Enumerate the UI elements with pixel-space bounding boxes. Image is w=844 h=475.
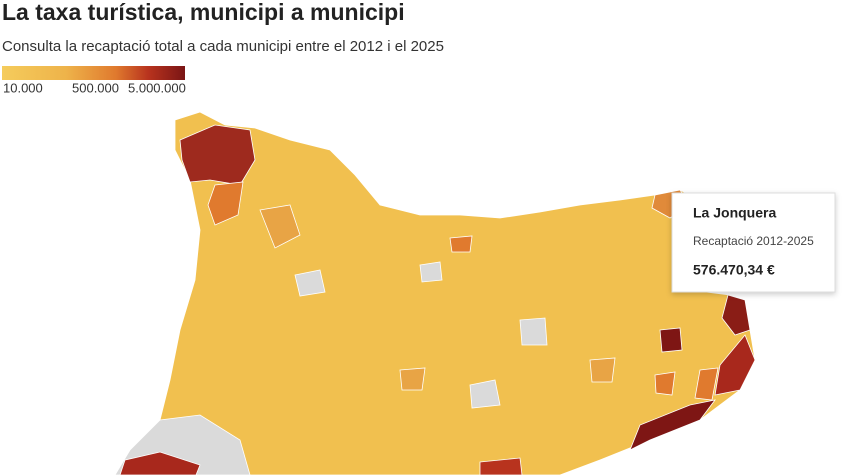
municipality xyxy=(629,399,716,451)
municipality xyxy=(469,379,501,409)
municipality xyxy=(119,451,201,475)
tooltip-label: Recaptació 2012-2025 xyxy=(693,234,814,248)
legend-label: 10.000 xyxy=(3,80,43,95)
municipality xyxy=(721,294,751,336)
legend-label: 5.000.000 xyxy=(128,80,186,95)
legend-gradient xyxy=(2,66,185,80)
municipality xyxy=(519,317,548,346)
municipality xyxy=(294,269,326,297)
municipality xyxy=(259,204,301,249)
municipality xyxy=(419,261,443,283)
municipality xyxy=(694,367,719,401)
legend-label: 500.000 xyxy=(72,80,119,95)
subtitle: Consulta la recaptació total a cada muni… xyxy=(2,38,444,55)
tooltip-box xyxy=(671,192,836,293)
municipality xyxy=(449,235,473,253)
map xyxy=(114,111,756,475)
municipality xyxy=(654,371,676,396)
municipality xyxy=(479,457,523,475)
municipality xyxy=(714,334,756,396)
municipality xyxy=(207,181,244,226)
tooltip-name: La Jonquera xyxy=(693,205,776,221)
municipality xyxy=(589,357,616,383)
tooltip-value: 576.470,34 € xyxy=(693,262,775,278)
tooltip: La Jonquera Recaptació 2012-2025 576.470… xyxy=(671,192,836,293)
municipality xyxy=(399,367,426,391)
municipality xyxy=(659,327,683,353)
title: La taxa turística, municipi a municipi xyxy=(2,0,405,25)
